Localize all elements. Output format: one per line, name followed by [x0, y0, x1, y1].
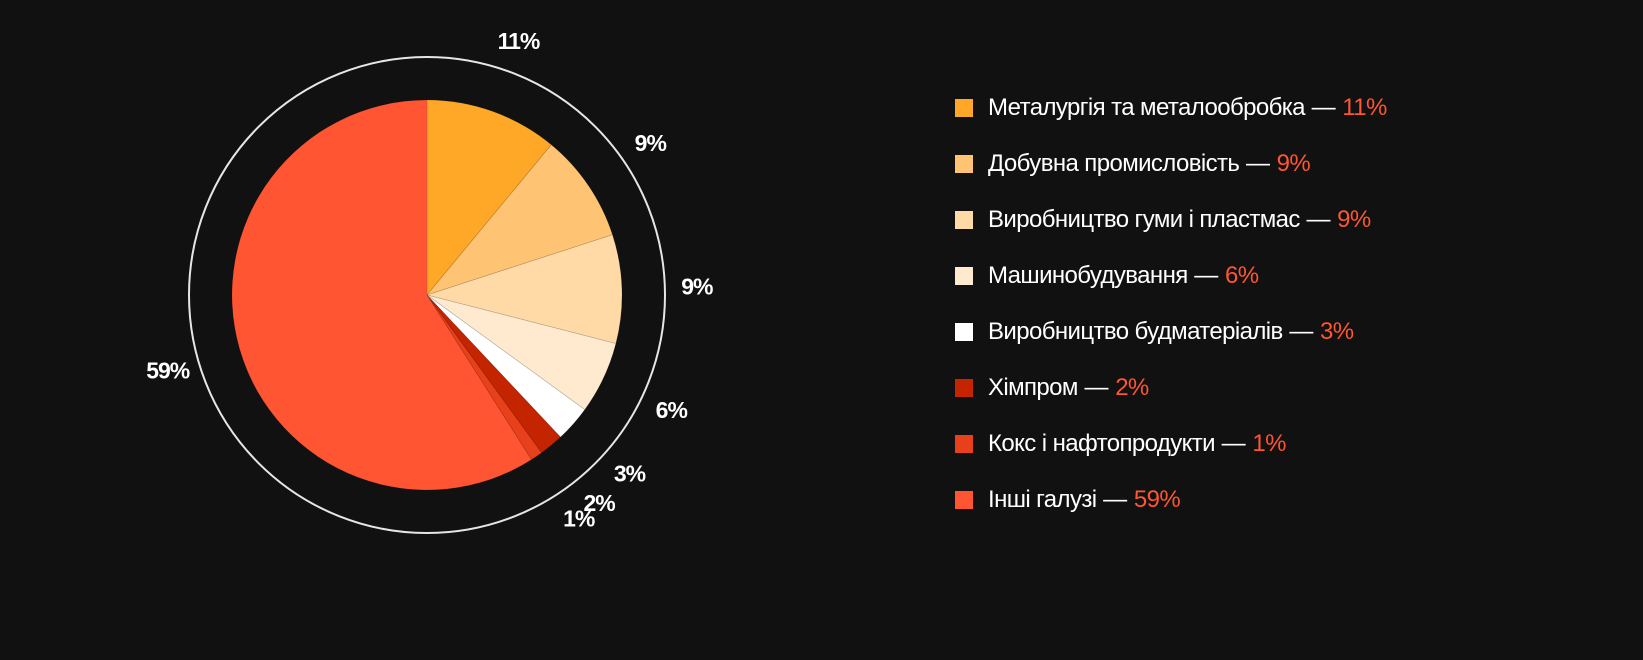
legend-swatch [955, 323, 973, 341]
legend-separator: — [1215, 430, 1253, 457]
legend-label: Інші галузі [988, 486, 1097, 513]
legend: Металургія та металообробка — 11% Добувна… [955, 80, 1387, 528]
legend-percent: 3% [1320, 318, 1354, 345]
pie-slice[interactable] [426, 294, 562, 454]
legend-item: Металургія та металообробка — 11% [955, 80, 1387, 136]
legend-swatch [955, 379, 973, 397]
pie-value-label: 59% [146, 357, 190, 383]
pie-slice[interactable] [426, 294, 543, 461]
pie-value-label: 9% [681, 274, 713, 300]
legend-swatch [955, 491, 973, 509]
pie-slice[interactable] [426, 99, 552, 297]
pie-value-label: 2% [583, 490, 615, 516]
legend-label: Виробництво будматеріалів [988, 318, 1283, 345]
legend-separator: — [1299, 206, 1338, 233]
legend-separator: — [1077, 374, 1116, 401]
legend-percent: 2% [1115, 374, 1149, 401]
legend-swatch [955, 435, 973, 453]
legend-item: Виробництво гуми і пластмас — 9% [955, 192, 1387, 248]
pie-slice[interactable] [231, 99, 533, 491]
legend-percent: 59% [1133, 486, 1181, 513]
pie-outer-ring [188, 56, 666, 534]
pie-value-label: 1% [563, 505, 595, 531]
pie-value-labels: 11% 9% 9% 6% 3% 2%1% 59% [146, 28, 714, 531]
legend-item: Виробництво будматеріалів — 3% [955, 304, 1387, 360]
legend-label: Хімпром [988, 374, 1078, 401]
legend-separator: — [1096, 486, 1134, 513]
legend-percent: 11% [1342, 94, 1387, 121]
legend-percent: 1% [1252, 430, 1286, 457]
pie-value-label: 6% [656, 397, 688, 423]
pie-slice[interactable] [426, 294, 586, 438]
pie-slice[interactable] [426, 294, 617, 411]
legend-item: Кокс і нафтопродукти — 1% [955, 416, 1387, 472]
pie-slice[interactable] [425, 144, 613, 296]
legend-label: Кокс і нафтопродукти [988, 430, 1216, 457]
legend-item: Машинобудування — 6% [955, 248, 1387, 304]
legend-swatch [955, 99, 973, 117]
legend-separator: — [1304, 94, 1343, 121]
legend-percent: 9% [1337, 206, 1371, 233]
pie-slice[interactable] [425, 234, 623, 344]
pie-slices [231, 99, 623, 491]
pie-value-label: 11% [498, 28, 540, 54]
legend-separator: — [1239, 150, 1277, 177]
pie-value-label: 9% [635, 130, 667, 156]
legend-label: Металургія та металообробка [988, 94, 1306, 121]
legend-percent: 9% [1276, 150, 1311, 177]
legend-percent: 6% [1224, 262, 1259, 289]
legend-separator: — [1282, 318, 1321, 345]
legend-label: Добувна промисловість [988, 150, 1240, 177]
pie-value-label: 3% [614, 461, 646, 487]
legend-swatch [955, 211, 973, 229]
legend-item: Хімпром — 2% [955, 360, 1387, 416]
legend-separator: — [1187, 262, 1225, 289]
legend-swatch [955, 155, 973, 173]
legend-label: Виробництво гуми і пластмас [988, 206, 1300, 233]
legend-swatch [955, 267, 973, 285]
legend-item: Добувна промисловість — 9% [955, 136, 1387, 192]
legend-label: Машинобудування [988, 262, 1188, 289]
legend-item: Інші галузі — 59% [955, 472, 1387, 528]
